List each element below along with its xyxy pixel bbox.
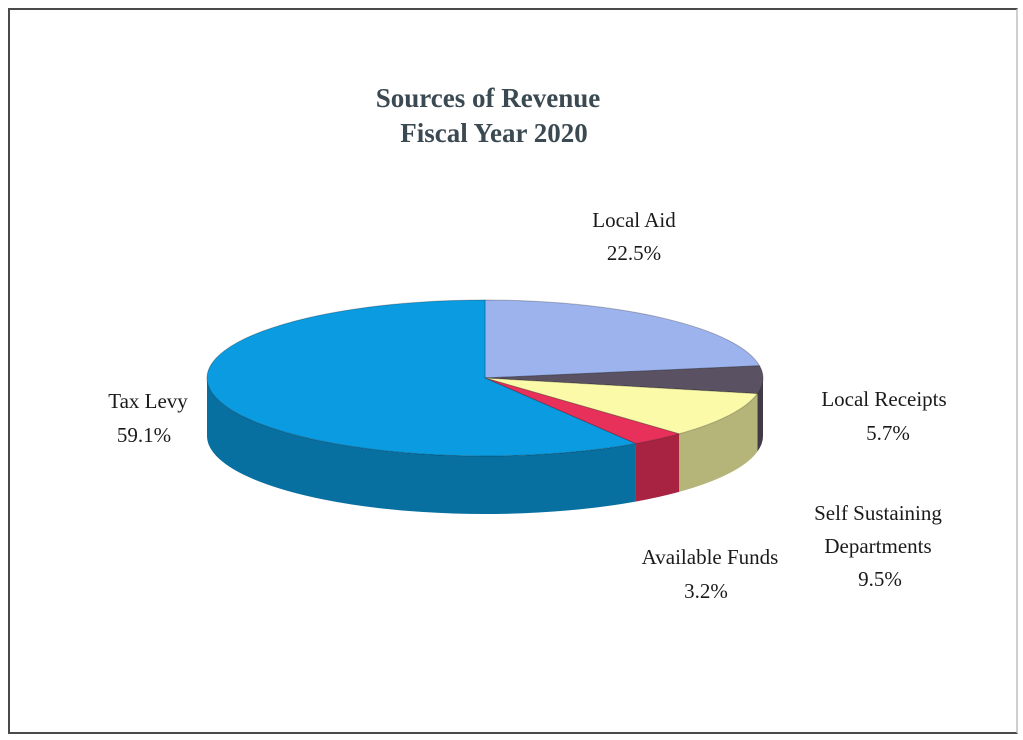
label-self-sustaining-name-2: Departments [824,534,931,558]
label-local-aid-value: 22.5% [607,241,661,265]
label-local-receipts-name: Local Receipts [821,387,946,411]
label-tax-levy-name: Tax Levy [108,389,188,413]
label-available-funds-name: Available Funds [642,545,779,569]
label-local-aid-name: Local Aid [592,208,676,232]
pie-side-tax-levy [207,378,636,514]
pie-slice-tax-levy [206,299,638,457]
pie-slice-available-funds [484,377,681,445]
label-available-funds-value: 3.2% [684,579,728,603]
pie-side-local-receipts [757,378,763,452]
chart-title: Sources of Revenue [376,83,600,113]
pie-slice-local-receipts [484,365,764,395]
pie-side-available-funds [635,433,680,502]
chart-subtitle: Fiscal Year 2020 [400,118,587,148]
label-local-receipts-value: 5.7% [866,421,910,445]
pie-slice-local-aid [484,299,761,379]
label-self-sustaining-name-1: Self Sustaining [814,501,942,525]
pie-slice-self-sustaining-departments [484,377,759,435]
label-self-sustaining-value: 9.5% [858,567,902,591]
label-tax-levy-value: 59.1% [117,423,171,447]
pie-side-self-sustaining-departments [679,393,758,492]
